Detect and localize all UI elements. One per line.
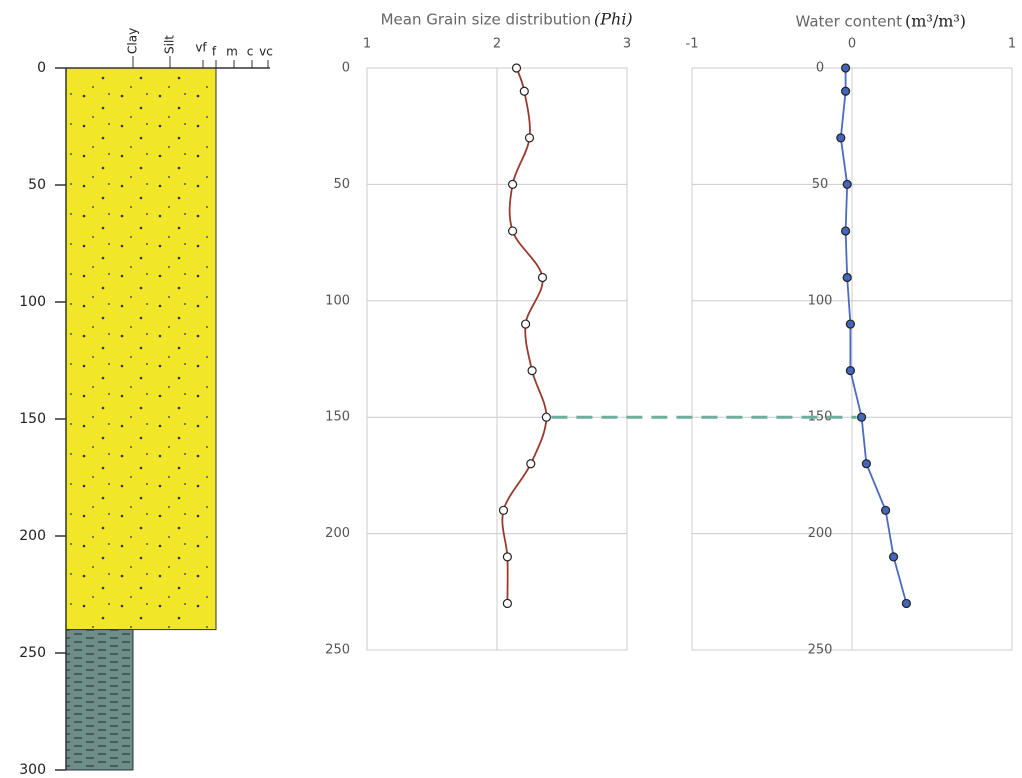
y-tick-label: 100	[808, 293, 833, 308]
category-label: f	[212, 45, 217, 59]
y-tick-label: 50	[333, 177, 350, 192]
data-point	[519, 86, 529, 96]
y-tick-label: 100	[325, 293, 350, 308]
data-point	[498, 505, 509, 515]
data-line	[501, 67, 548, 604]
data-point	[507, 179, 518, 189]
data-point	[524, 133, 535, 143]
data-point	[845, 366, 856, 376]
x-tick-label: 1	[1008, 37, 1016, 52]
data-point	[901, 598, 912, 609]
data-point	[507, 226, 518, 236]
category-label: m	[226, 45, 238, 59]
layer-pattern	[66, 68, 216, 630]
chart-title-unit: (Phi)	[594, 10, 633, 29]
x-tick-label: 1	[363, 37, 371, 52]
data-point	[856, 412, 867, 422]
category-label: Clay	[126, 28, 140, 54]
data-point	[842, 272, 852, 283]
category-label: vf	[195, 41, 207, 55]
y-tick-label: 0	[342, 61, 350, 76]
y-tick-label: 0	[37, 60, 46, 76]
category-label: Silt	[163, 35, 177, 54]
data-point	[541, 412, 552, 422]
data-point	[840, 63, 851, 73]
y-tick-label: 250	[808, 643, 833, 658]
x-tick-label: 0	[848, 37, 856, 52]
y-tick-label: 200	[325, 526, 350, 541]
chart-title: Water content	[795, 13, 902, 31]
y-tick-label: 50	[28, 177, 46, 193]
data-point	[840, 86, 851, 96]
data-point	[502, 598, 512, 609]
x-tick-label: 2	[493, 37, 501, 52]
y-tick-label: 200	[19, 528, 46, 544]
y-tick-label: 250	[325, 643, 350, 658]
y-tick-label: 150	[808, 410, 833, 425]
y-tick-label: 50	[812, 177, 829, 192]
y-tick-label: 300	[19, 762, 46, 778]
data-point	[502, 552, 512, 562]
chart-title: Mean Grain size distribution	[381, 11, 591, 29]
y-tick-label: 200	[808, 526, 833, 541]
data-point	[537, 272, 548, 283]
data-point	[842, 179, 852, 189]
x-tick-label: 3	[623, 37, 631, 52]
data-point	[845, 319, 856, 329]
data-point	[840, 226, 851, 236]
data-point	[836, 133, 846, 143]
data-line	[839, 68, 908, 604]
data-point	[527, 366, 537, 376]
y-tick-label: 150	[325, 410, 350, 425]
data-point	[520, 319, 531, 329]
x-tick-label: -1	[686, 37, 699, 52]
category-label: vc	[259, 45, 273, 59]
data-point	[888, 552, 899, 562]
y-tick-label: 250	[19, 645, 46, 661]
data-point	[511, 63, 522, 73]
data-point	[880, 505, 891, 515]
data-point	[526, 459, 536, 469]
y-tick-label: 100	[19, 294, 46, 310]
chart-title-unit: (m³/m³)	[905, 12, 966, 31]
category-label: c	[247, 45, 254, 59]
y-tick-label: 150	[19, 411, 46, 427]
data-point	[861, 459, 872, 469]
layer-pattern	[66, 629, 133, 770]
y-tick-label: 0	[816, 61, 824, 76]
